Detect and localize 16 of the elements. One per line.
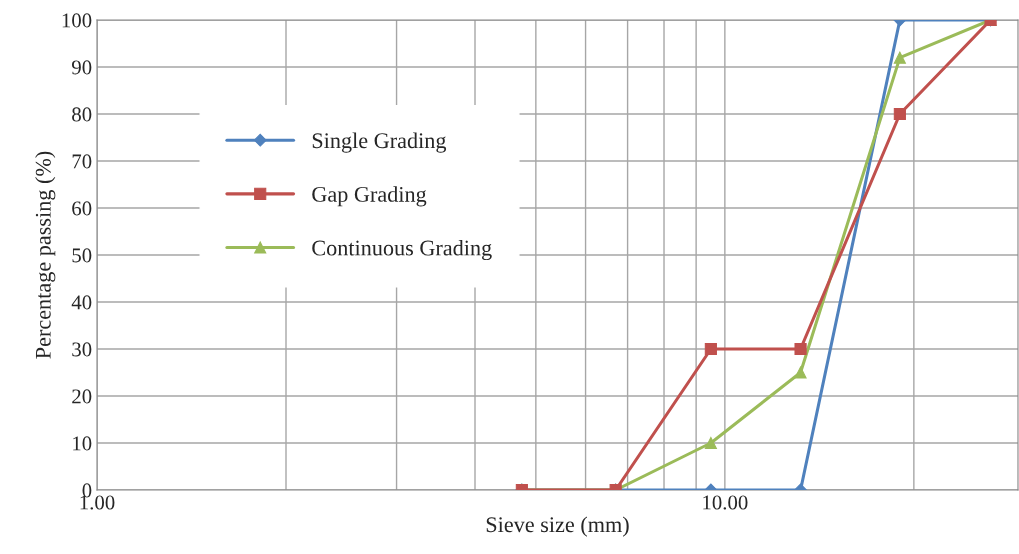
y-tick-label: 90 [71, 60, 92, 75]
x-axis-title: Sieve size (mm) [486, 516, 629, 537]
y-tick-label: 20 [72, 389, 92, 404]
legend-label: Continuous Grading [312, 239, 492, 261]
y-tick-label: 50 [72, 248, 92, 263]
y-tick-label: 10 [73, 436, 92, 451]
legend-label: Single Grading [312, 132, 447, 153]
y-axis-title: Percentage passing (%) [35, 151, 56, 359]
y-tick-label: 30 [72, 342, 92, 357]
y-tick-label: 70 [72, 154, 92, 169]
y-tick-label: 100 [62, 13, 92, 28]
x-tick-label: 10.00 [703, 495, 748, 510]
legend-label: Gap Grading [312, 186, 427, 207]
y-tick-label: 80 [72, 107, 92, 122]
y-tick-label: 40 [71, 295, 92, 310]
y-tick-label: 60 [72, 201, 92, 216]
